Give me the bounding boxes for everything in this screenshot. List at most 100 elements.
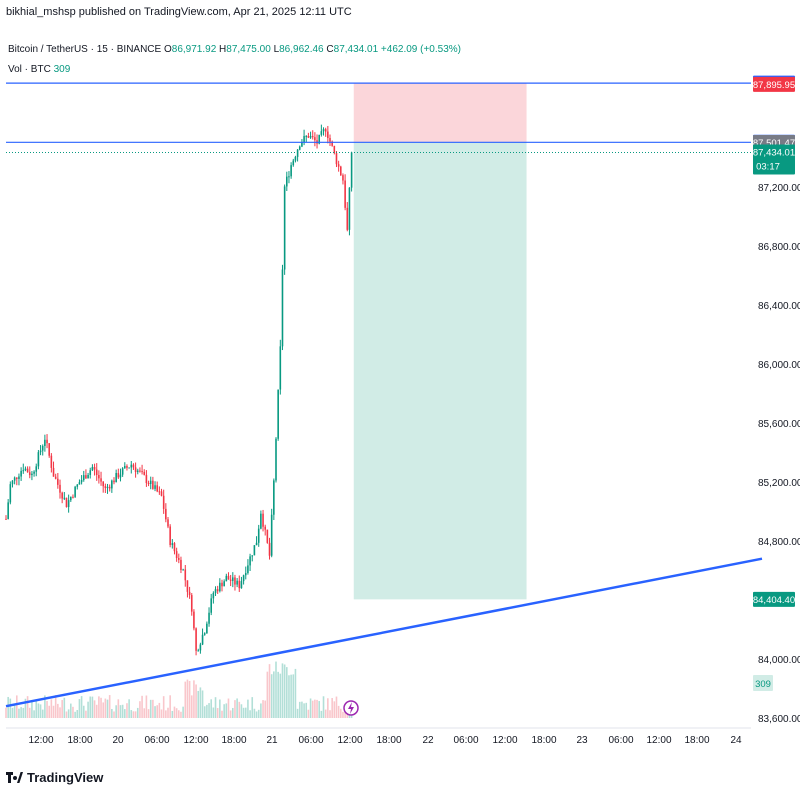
volume-bar bbox=[307, 709, 310, 718]
volume-bar bbox=[210, 699, 212, 718]
candle-body bbox=[288, 176, 290, 178]
price-tick-label: 86,800.00 bbox=[758, 242, 800, 253]
candle-body bbox=[320, 131, 323, 135]
candle-body bbox=[39, 450, 42, 453]
volume-bar bbox=[80, 696, 83, 718]
candle-body bbox=[132, 464, 135, 468]
candle-body bbox=[22, 470, 25, 472]
volume-bar bbox=[253, 708, 256, 718]
time-tick-label: 06:00 bbox=[144, 735, 169, 746]
candle-body bbox=[214, 589, 217, 593]
volume-bar bbox=[139, 701, 141, 718]
volume-bar bbox=[175, 708, 178, 718]
time-tick-label: 18:00 bbox=[67, 735, 92, 746]
volume-bar bbox=[39, 704, 42, 718]
candle-body bbox=[188, 591, 191, 596]
volume-bar bbox=[333, 701, 336, 718]
candle-body bbox=[206, 623, 208, 634]
volume-bar bbox=[219, 699, 221, 718]
volume-bar bbox=[221, 710, 223, 718]
candle-body bbox=[305, 136, 308, 138]
candle-body bbox=[154, 485, 156, 489]
candle-body bbox=[225, 575, 228, 582]
volume-bar bbox=[78, 699, 81, 718]
candle-body bbox=[208, 612, 210, 624]
volume-bar bbox=[173, 706, 176, 718]
volume-bar bbox=[130, 710, 133, 718]
volume-bar bbox=[87, 701, 89, 718]
price-badge-text: 87,895.95 bbox=[753, 80, 795, 91]
candle-body bbox=[292, 160, 295, 166]
candle-body bbox=[117, 473, 120, 478]
candle-body bbox=[227, 575, 230, 580]
candle-body bbox=[130, 464, 133, 468]
volume-bar bbox=[33, 710, 35, 718]
volume-bar bbox=[145, 695, 148, 718]
candle-body bbox=[249, 556, 251, 566]
candle-body bbox=[119, 474, 122, 478]
volume-bar bbox=[113, 711, 115, 718]
volume-bar bbox=[48, 705, 50, 718]
candle-body bbox=[20, 470, 22, 477]
candle-body bbox=[139, 470, 141, 472]
candle-body bbox=[134, 467, 137, 473]
candle-body bbox=[98, 474, 100, 479]
volume-bar bbox=[303, 703, 305, 718]
volume-bar bbox=[316, 699, 318, 718]
volume-bar bbox=[327, 698, 329, 718]
candles bbox=[5, 124, 353, 656]
price-tick-label: 83,600.00 bbox=[758, 714, 800, 725]
volume-bar bbox=[270, 674, 273, 718]
volume-bar bbox=[244, 707, 247, 718]
stop-loss-zone bbox=[353, 83, 527, 143]
volume-bar bbox=[266, 671, 269, 718]
volume-bar bbox=[141, 695, 143, 718]
volume-legend-value: 309 bbox=[53, 64, 71, 75]
candle-body bbox=[197, 650, 200, 652]
ascending-trendline bbox=[5, 557, 763, 708]
volume-bar bbox=[275, 661, 277, 718]
candle-body bbox=[113, 480, 115, 483]
open-label: O bbox=[163, 44, 172, 55]
low-value: 86,962.46 bbox=[279, 44, 324, 55]
candle-body bbox=[275, 438, 277, 481]
price-badge-bg bbox=[753, 76, 795, 92]
candle-body bbox=[342, 175, 344, 181]
candle-body bbox=[52, 467, 55, 477]
candle-body bbox=[340, 166, 342, 176]
candle-body bbox=[70, 496, 72, 501]
volume-bar bbox=[240, 704, 243, 718]
volume-bar bbox=[52, 705, 55, 718]
candle-body bbox=[61, 492, 63, 499]
candle-body bbox=[264, 526, 266, 530]
tradingview-logo[interactable]: TradingView bbox=[6, 770, 103, 785]
candle-body bbox=[296, 149, 299, 157]
volume-bar bbox=[262, 700, 264, 718]
volume-bar bbox=[54, 695, 57, 718]
symbol-name[interactable]: Bitcoin / TetherUS · 15 · BINANCE bbox=[8, 44, 162, 55]
candle-body bbox=[303, 136, 305, 143]
candle-body bbox=[46, 439, 48, 444]
volume-bar bbox=[320, 710, 323, 718]
volume-bar bbox=[268, 664, 271, 718]
volume-legend-label[interactable]: Vol · BTC bbox=[8, 64, 51, 75]
candle-body bbox=[184, 569, 187, 581]
price-tick-label: 86,400.00 bbox=[758, 301, 800, 312]
candle-body bbox=[104, 486, 107, 489]
price-tick-label: 87,200.00 bbox=[758, 183, 800, 194]
volume-bar bbox=[234, 700, 236, 718]
close-value: 87,434.01 bbox=[333, 44, 379, 55]
candle-body bbox=[290, 165, 292, 177]
publisher-line: bikhial_mshsp published on TradingView.c… bbox=[6, 6, 352, 18]
lightning-icon bbox=[348, 702, 354, 714]
price-tick-label: 84,800.00 bbox=[758, 537, 800, 548]
volume-bar bbox=[255, 711, 258, 718]
volume-bar bbox=[340, 708, 342, 718]
volume-bar bbox=[65, 711, 68, 718]
volume-bar bbox=[28, 707, 31, 718]
candle-body bbox=[247, 565, 249, 574]
candle-body bbox=[33, 471, 35, 474]
volume-bar bbox=[50, 699, 53, 718]
volume-bar bbox=[61, 700, 63, 718]
